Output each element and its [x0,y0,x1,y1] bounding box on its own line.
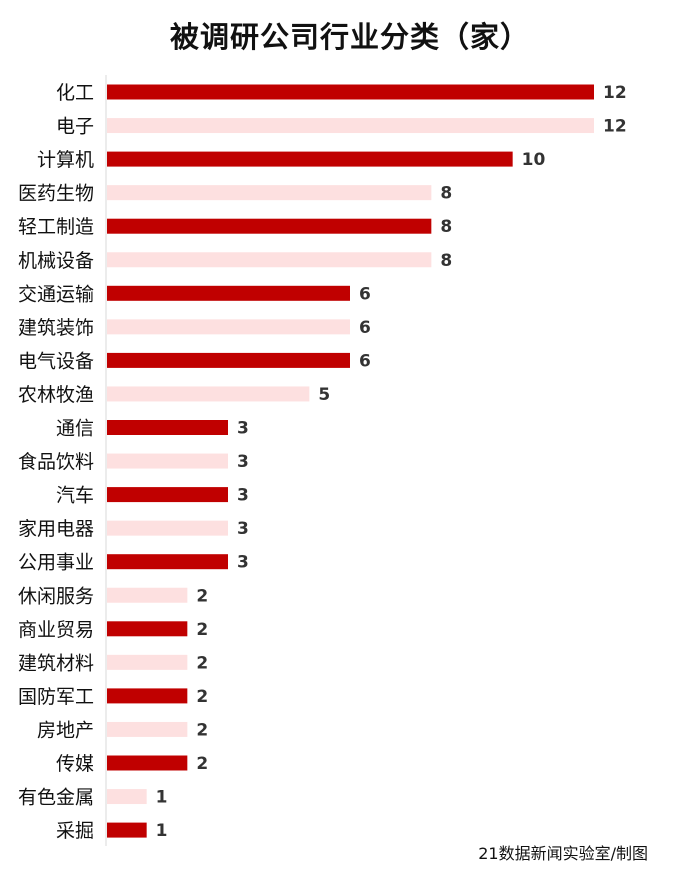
value-label: 6 [359,318,371,338]
category-label: 化工 [56,82,94,104]
category-label: 建筑装饰 [18,317,94,339]
bar [107,386,310,402]
category-label: 有色金属 [18,787,94,809]
bar [107,453,228,469]
value-label: 5 [318,385,330,405]
bar [107,151,513,167]
value-label: 2 [196,620,208,640]
bar [107,587,188,603]
value-label: 2 [196,586,208,606]
bar [107,185,432,201]
category-label: 农林牧渔 [18,384,94,406]
bar [107,84,594,100]
bar [107,822,147,838]
bar [107,520,228,536]
category-label: 电气设备 [18,350,94,372]
value-label: 3 [237,519,249,539]
bar [107,755,188,771]
bar [107,319,350,335]
category-label: 建筑材料 [18,652,94,674]
category-label: 国防军工 [18,686,94,708]
value-label: 2 [196,687,208,707]
bar [107,789,147,805]
category-label: 食品饮料 [18,451,94,473]
bar [107,688,188,704]
bar [107,487,228,503]
value-label: 3 [237,419,249,439]
category-label: 轻工制造 [18,216,94,238]
credit-text: 21数据新闻实验室/制图 [478,844,648,863]
category-label: 计算机 [37,149,94,171]
category-label: 采掘 [56,820,94,842]
value-label: 12 [603,117,627,137]
value-label: 6 [359,351,371,371]
value-label: 3 [237,486,249,506]
category-label: 商业贸易 [18,619,94,641]
value-label: 8 [440,184,452,204]
category-label: 公用事业 [18,552,94,574]
category-label: 医药生物 [18,183,94,205]
value-label: 12 [603,83,627,103]
bar [107,621,188,637]
category-label: 电子 [56,116,94,138]
value-label: 8 [440,251,452,271]
category-label: 交通运输 [18,283,94,305]
bar [107,352,350,368]
bar [107,420,228,435]
value-label: 2 [196,720,208,740]
value-label: 2 [196,754,208,774]
bar [107,118,594,134]
value-label: 2 [196,653,208,673]
category-label: 通信 [56,418,94,440]
category-label: 传媒 [56,753,94,775]
chart-title: 被调研公司行业分类（家） [169,20,530,54]
category-label: 机械设备 [18,250,94,272]
category-label: 家用电器 [18,518,94,540]
bar [107,721,188,737]
category-label: 房地产 [37,719,94,741]
value-label: 3 [237,553,249,573]
bar [107,554,228,570]
value-label: 6 [359,284,371,304]
bar [107,218,432,234]
value-label: 1 [156,788,168,808]
value-label: 10 [522,150,546,170]
category-label: 汽车 [56,485,94,507]
bar [107,654,188,670]
value-label: 3 [237,452,249,472]
bar [107,252,432,268]
bar [107,285,350,301]
value-label: 1 [156,821,168,841]
category-label: 休闲服务 [18,585,94,607]
value-label: 8 [440,217,452,237]
